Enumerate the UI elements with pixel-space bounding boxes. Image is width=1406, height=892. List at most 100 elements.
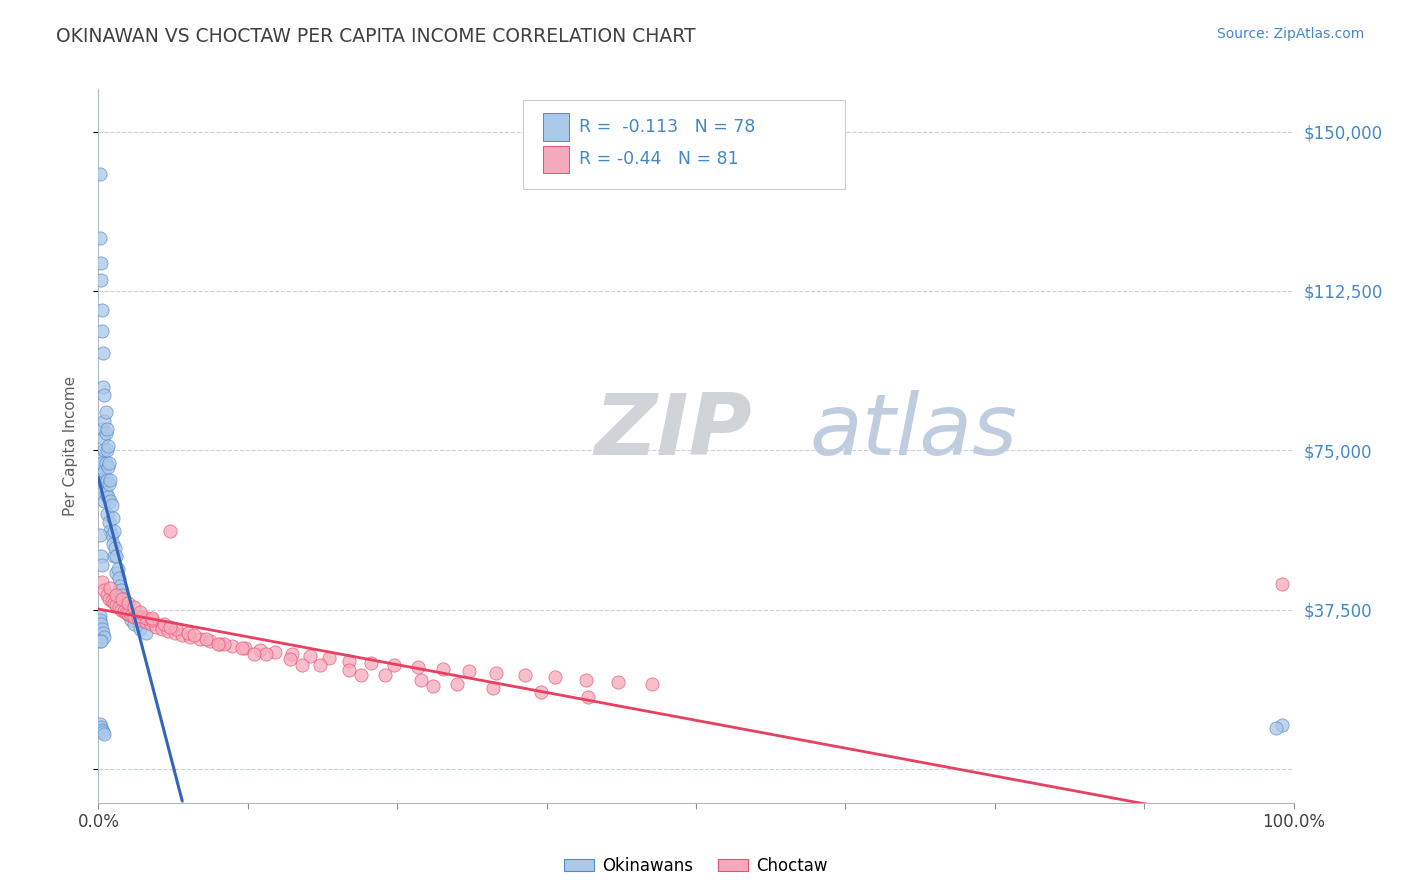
Text: Source: ZipAtlas.com: Source: ZipAtlas.com	[1216, 27, 1364, 41]
Legend: Okinawans, Choctaw: Okinawans, Choctaw	[557, 850, 835, 881]
Point	[481, 681, 505, 695]
Point	[195, 632, 218, 647]
Point	[165, 622, 187, 636]
Point	[90, 473, 112, 487]
FancyBboxPatch shape	[523, 100, 845, 189]
Point	[108, 579, 131, 593]
Point	[124, 609, 146, 624]
Point	[163, 626, 186, 640]
Point	[145, 619, 167, 633]
Point	[93, 413, 115, 427]
Point	[127, 611, 149, 625]
Point	[110, 583, 132, 598]
Point	[105, 566, 128, 581]
Point	[89, 613, 111, 627]
Point	[107, 571, 129, 585]
Text: OKINAWAN VS CHOCTAW PER CAPITA INCOME CORRELATION CHART: OKINAWAN VS CHOCTAW PER CAPITA INCOME CO…	[56, 27, 696, 45]
Point	[231, 640, 253, 655]
Text: atlas: atlas	[810, 390, 1018, 474]
Point	[221, 639, 243, 653]
Point	[607, 674, 630, 689]
Point	[422, 679, 444, 693]
Point	[98, 591, 121, 606]
Point	[96, 422, 118, 436]
Point	[153, 617, 176, 632]
Point	[111, 591, 134, 606]
Point	[291, 657, 314, 672]
Point	[91, 430, 114, 444]
Point	[97, 490, 120, 504]
Point	[141, 611, 163, 625]
Point	[93, 465, 115, 479]
Point	[90, 256, 112, 270]
Point	[94, 485, 117, 500]
Point	[124, 600, 146, 615]
Point	[177, 626, 200, 640]
Point	[89, 167, 111, 181]
Point	[382, 657, 405, 672]
Point	[135, 611, 157, 625]
Point	[105, 588, 128, 602]
Point	[212, 636, 235, 650]
Point	[406, 660, 429, 674]
Point	[198, 634, 221, 648]
Point	[105, 599, 128, 613]
Point	[264, 645, 287, 659]
Point	[432, 662, 454, 676]
Point	[117, 596, 139, 610]
Point	[89, 717, 111, 731]
Y-axis label: Per Capita Income: Per Capita Income	[63, 376, 77, 516]
Point	[90, 451, 112, 466]
Point	[93, 583, 115, 598]
Point	[91, 574, 114, 589]
Point	[91, 456, 114, 470]
Point	[107, 562, 129, 576]
Point	[129, 622, 152, 636]
Point	[120, 608, 142, 623]
Point	[91, 725, 114, 739]
Point	[139, 617, 162, 632]
Point	[298, 649, 321, 664]
Point	[249, 643, 271, 657]
Point	[135, 615, 157, 630]
Point	[114, 596, 136, 610]
Point	[339, 653, 361, 667]
Point	[124, 617, 146, 632]
Point	[112, 604, 135, 618]
Point	[513, 668, 536, 682]
Point	[159, 619, 181, 633]
Point	[235, 640, 257, 655]
Point	[110, 602, 132, 616]
Point	[360, 656, 382, 670]
Point	[98, 524, 122, 538]
Text: R =  -0.113   N = 78: R = -0.113 N = 78	[579, 118, 755, 136]
Point	[93, 494, 115, 508]
Point	[91, 303, 114, 318]
Point	[96, 507, 118, 521]
Point	[89, 634, 111, 648]
Text: ZIP: ZIP	[595, 390, 752, 474]
Point	[90, 634, 112, 648]
Point	[89, 528, 111, 542]
Point	[91, 626, 114, 640]
Point	[1271, 577, 1294, 591]
Point	[120, 613, 142, 627]
Text: R = -0.44   N = 81: R = -0.44 N = 81	[579, 150, 738, 168]
Point	[100, 528, 122, 542]
Point	[374, 668, 396, 682]
Point	[96, 473, 118, 487]
Point	[156, 624, 179, 638]
Point	[159, 524, 181, 538]
Point	[129, 605, 152, 619]
Point	[93, 630, 115, 644]
Point	[98, 494, 122, 508]
Point	[104, 541, 127, 555]
Point	[98, 477, 121, 491]
Point	[243, 647, 266, 661]
Point	[101, 537, 124, 551]
Point	[91, 345, 114, 359]
Point	[89, 231, 111, 245]
Point	[98, 582, 122, 596]
Point	[115, 600, 138, 615]
Point	[135, 626, 157, 640]
